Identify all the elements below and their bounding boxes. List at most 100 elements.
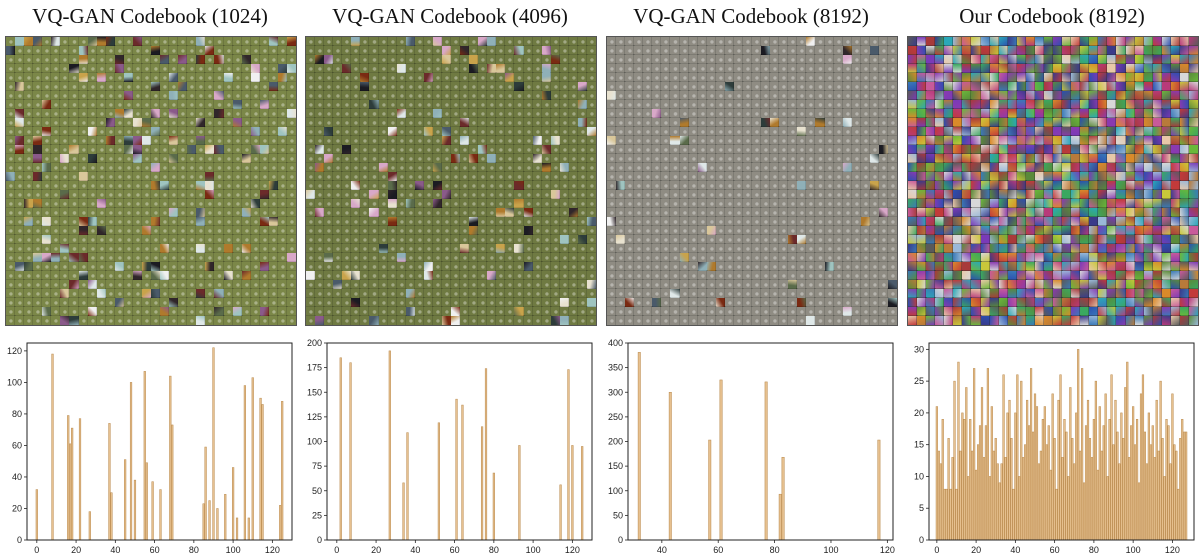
codebook-entry bbox=[249, 261, 261, 272]
codebook-entry bbox=[615, 225, 627, 236]
codebook-entry bbox=[814, 216, 826, 227]
codebook-entry bbox=[1033, 207, 1045, 218]
codebook-entry bbox=[159, 189, 171, 200]
codebook-entry bbox=[1079, 81, 1091, 92]
codebook-entry bbox=[368, 297, 380, 308]
codebook-entry bbox=[787, 162, 799, 173]
codebook-entry bbox=[1115, 162, 1127, 173]
codebook-entry bbox=[95, 261, 107, 272]
codebook-entry bbox=[223, 271, 233, 280]
codebook-entry bbox=[624, 63, 636, 74]
codebook-entry bbox=[651, 37, 663, 47]
codebook-entry bbox=[422, 37, 434, 47]
codebook-entry bbox=[970, 72, 982, 83]
codebook-entry bbox=[1015, 45, 1027, 56]
codebook-entry bbox=[513, 135, 525, 146]
codebook-entry bbox=[585, 252, 596, 263]
codebook-entry bbox=[413, 261, 425, 272]
codebook-entry bbox=[642, 279, 654, 290]
codebook-entry bbox=[540, 279, 552, 290]
codebook-entry bbox=[240, 297, 252, 308]
codebook-entry bbox=[624, 207, 636, 218]
codebook-entry bbox=[1033, 306, 1045, 317]
codebook-entry bbox=[549, 216, 561, 227]
codebook-entry bbox=[95, 90, 107, 101]
codebook-entry bbox=[1079, 45, 1091, 56]
codebook-entry bbox=[114, 109, 124, 118]
codebook-entry bbox=[607, 288, 618, 299]
codebook-entry bbox=[267, 45, 279, 56]
codebook-entry bbox=[1097, 279, 1109, 290]
histogram-bar bbox=[1147, 412, 1150, 541]
codebook-entry bbox=[1051, 252, 1064, 263]
codebook-entry bbox=[276, 144, 288, 155]
codebook-entry bbox=[68, 207, 80, 218]
codebook-entry bbox=[1070, 243, 1082, 254]
codebook-entry bbox=[615, 306, 627, 317]
histogram-bar bbox=[129, 382, 133, 541]
codebook-entry bbox=[223, 73, 233, 82]
codebook-entry bbox=[1124, 270, 1136, 281]
codebook-entry bbox=[970, 117, 982, 128]
codebook-entry bbox=[1024, 108, 1036, 119]
codebook-entry bbox=[934, 126, 946, 137]
codebook-entry bbox=[431, 189, 443, 200]
codebook-entry bbox=[1178, 270, 1190, 281]
codebook-entry bbox=[750, 207, 763, 218]
codebook-entry bbox=[78, 271, 88, 280]
codebook-entry bbox=[78, 73, 88, 82]
codebook-entry bbox=[1061, 126, 1073, 137]
codebook-entry bbox=[6, 180, 17, 191]
codebook-entry bbox=[1178, 126, 1190, 137]
codebook-entry bbox=[741, 243, 754, 254]
codebook-entry bbox=[669, 243, 681, 254]
codebook-entry bbox=[1151, 306, 1163, 317]
codebook-entry bbox=[908, 144, 919, 155]
histogram-bar bbox=[1053, 438, 1056, 541]
codebook-entry bbox=[607, 207, 618, 218]
codebook-entry bbox=[276, 180, 288, 191]
histogram-bar bbox=[978, 425, 982, 541]
codebook-entry bbox=[1051, 216, 1064, 227]
codebook-entry bbox=[359, 90, 371, 101]
codebook-entry bbox=[549, 306, 561, 317]
codebook-entry bbox=[1015, 297, 1027, 308]
codebook-entry bbox=[504, 279, 516, 290]
codebook-entry bbox=[267, 144, 279, 155]
codebook-entry bbox=[769, 99, 781, 110]
codebook-entry bbox=[249, 252, 261, 263]
codebook-entry bbox=[314, 81, 326, 92]
codebook-entry bbox=[113, 306, 125, 317]
codebook-entry bbox=[832, 153, 844, 164]
histogram-bar bbox=[1077, 349, 1080, 541]
codebook-entry bbox=[77, 108, 89, 119]
histogram-bar bbox=[1024, 444, 1027, 541]
codebook-entry bbox=[1151, 270, 1163, 281]
y-tick-label: 15 bbox=[914, 440, 924, 450]
codebook-entry bbox=[732, 216, 744, 227]
codebook-entry bbox=[122, 162, 134, 173]
codebook-entry bbox=[696, 252, 708, 263]
codebook-entry bbox=[842, 55, 852, 64]
histogram-bar bbox=[778, 493, 782, 541]
codebook-entry bbox=[1160, 171, 1172, 182]
codebook-entry bbox=[86, 171, 98, 182]
codebook-entry bbox=[1151, 171, 1163, 182]
codebook-entry bbox=[850, 225, 862, 236]
codebook-entry bbox=[908, 306, 919, 317]
codebook-entry bbox=[486, 216, 498, 227]
codebook-entry bbox=[33, 172, 43, 181]
codebook-entry bbox=[259, 145, 269, 154]
codebook-entry bbox=[1079, 234, 1091, 245]
codebook-entry bbox=[41, 189, 53, 200]
histogram-bar bbox=[455, 398, 458, 541]
codebook-entry bbox=[1070, 99, 1082, 110]
codebook-entry bbox=[122, 81, 134, 92]
codebook-entry bbox=[332, 189, 344, 200]
codebook-entry bbox=[1042, 243, 1055, 254]
codebook-entry bbox=[249, 90, 261, 101]
codebook-entry bbox=[96, 37, 106, 46]
codebook-entry bbox=[1024, 171, 1036, 182]
codebook-entry bbox=[495, 198, 507, 209]
codebook-entry bbox=[14, 234, 26, 245]
